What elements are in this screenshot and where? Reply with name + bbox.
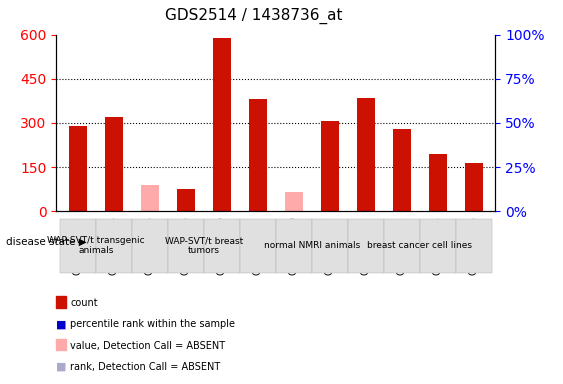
Bar [249,99,267,211]
Bar [213,38,231,211]
Bar [105,117,123,211]
Bar [357,98,375,211]
Bar [429,154,447,211]
Text: percentile rank within the sample: percentile rank within the sample [70,319,235,329]
Text: disease state ▶: disease state ▶ [6,237,86,247]
Text: breast cancer cell lines: breast cancer cell lines [367,241,472,250]
Bar [141,185,159,211]
Bar [321,121,339,211]
Bar [465,163,483,211]
Text: WAP-SVT/t transgenic
animals: WAP-SVT/t transgenic animals [47,236,145,255]
Bar [393,129,411,211]
Text: normal NMRI animals: normal NMRI animals [263,241,360,250]
Text: WAP-SVT/t breast
tumors: WAP-SVT/t breast tumors [165,236,243,255]
Text: GDS2514 / 1438736_at: GDS2514 / 1438736_at [164,8,342,24]
Text: value, Detection Call = ABSENT: value, Detection Call = ABSENT [70,341,226,351]
Bar [69,126,87,211]
Text: ■: ■ [56,362,66,372]
Bar [177,189,195,211]
Bar [285,192,303,211]
Text: count: count [70,298,98,308]
Text: rank, Detection Call = ABSENT: rank, Detection Call = ABSENT [70,362,221,372]
Text: ■: ■ [56,319,66,329]
